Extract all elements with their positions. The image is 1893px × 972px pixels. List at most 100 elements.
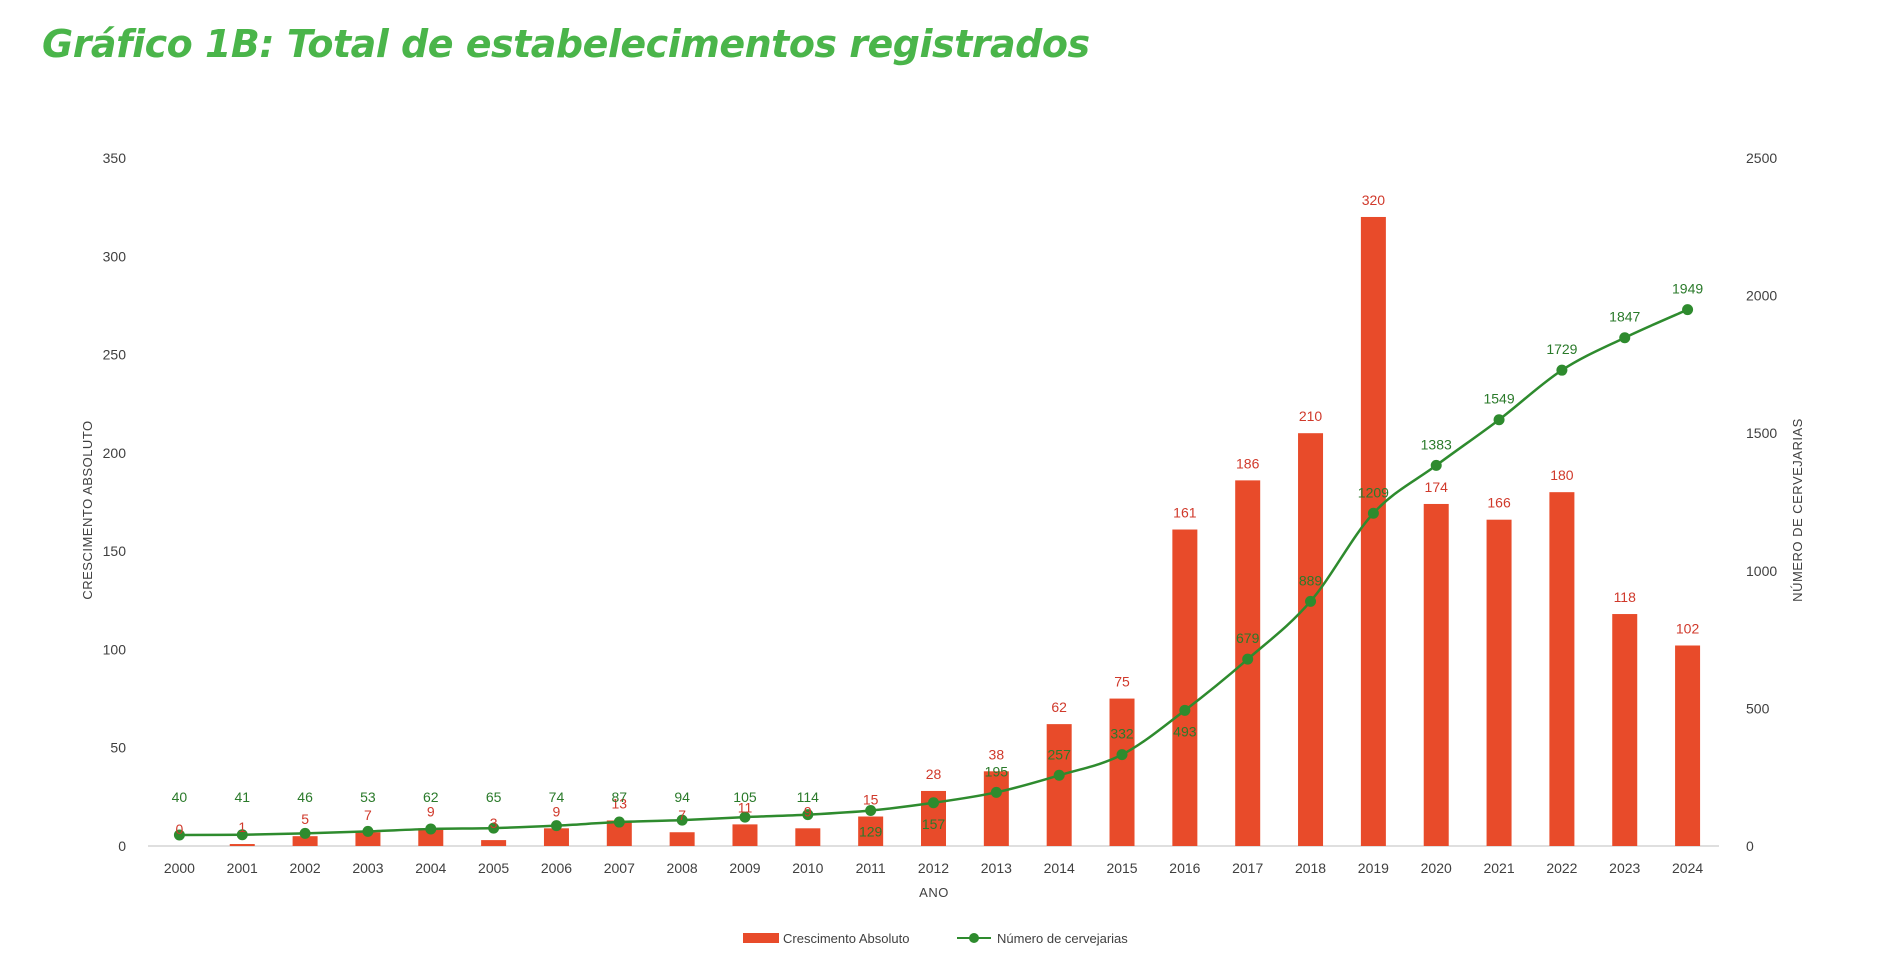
line-point	[1619, 332, 1631, 344]
bar	[669, 832, 695, 846]
legend-bar-swatch	[743, 933, 779, 943]
x-tick-label: 2012	[918, 860, 949, 876]
x-tick-label: 2004	[415, 860, 446, 876]
x-tick-label: 2023	[1609, 860, 1640, 876]
bar-data-label: 11	[738, 799, 753, 815]
line-data-label: 1383	[1421, 436, 1452, 452]
bar-data-label: 118	[1614, 589, 1637, 605]
series-line	[179, 308, 1689, 837]
line-data-label: 129	[859, 823, 883, 839]
line-point	[1367, 507, 1379, 519]
line-data-label: 257	[1048, 746, 1072, 762]
x-tick-label: 2005	[478, 860, 509, 876]
line-point	[990, 786, 1002, 798]
bar-data-label: 5	[301, 811, 309, 827]
x-tick-label: 2008	[667, 860, 698, 876]
line-data-label: 62	[423, 789, 439, 805]
bar	[543, 828, 569, 846]
x-tick-label: 2020	[1421, 860, 1452, 876]
line-data-label: 46	[297, 789, 313, 805]
line-point	[1682, 304, 1694, 316]
page-title: Gráfico 1B: Total de estabelecimentos re…	[42, 22, 1090, 66]
line-point	[550, 820, 562, 832]
line-data-label: 157	[922, 816, 946, 832]
x-tick-label: 2015	[1106, 860, 1137, 876]
line-point	[1053, 769, 1065, 781]
line-point	[739, 811, 751, 823]
bar	[1172, 529, 1198, 846]
x-tick-label: 2011	[856, 860, 886, 876]
bar	[292, 836, 318, 846]
line-point	[1242, 653, 1254, 665]
bar-data-label: 186	[1236, 455, 1260, 471]
bar-data-label: 210	[1299, 408, 1323, 424]
y-tick-label: 350	[103, 150, 127, 166]
y2-tick-label: 0	[1746, 838, 1754, 854]
bar	[481, 840, 507, 846]
line-point	[236, 829, 248, 841]
y2-tick-label: 2000	[1746, 288, 1777, 304]
x-tick-label: 2007	[604, 860, 635, 876]
bar	[1486, 519, 1512, 846]
bar-data-label: 9	[427, 803, 435, 819]
y2-tick-label: 2500	[1746, 150, 1777, 166]
line-data-label: 332	[1110, 726, 1134, 742]
bar	[355, 832, 381, 846]
bar-data-label: 9	[553, 803, 561, 819]
bar	[795, 828, 821, 846]
line-point	[928, 797, 939, 809]
line-point	[1430, 459, 1442, 471]
line-data-label: 1847	[1609, 309, 1640, 325]
bar-data-label: 161	[1173, 505, 1197, 521]
bar	[1298, 433, 1324, 846]
x-tick-label: 2013	[981, 860, 1012, 876]
x-tick-label: 2003	[352, 860, 383, 876]
line-point	[1556, 364, 1568, 376]
x-tick-label: 2014	[1044, 860, 1075, 876]
line-data-label: 1209	[1358, 484, 1389, 500]
bar-data-label: 13	[612, 795, 628, 811]
y-tick-label: 100	[103, 641, 127, 657]
line-data-label: 105	[733, 789, 757, 805]
bar	[1360, 216, 1386, 846]
x-tick-label: 2016	[1169, 860, 1200, 876]
line-data-label: 114	[797, 789, 820, 805]
x-tick-label: 2000	[164, 860, 195, 876]
bar	[1549, 492, 1575, 846]
legend-line-label: Número de cervejarias	[997, 931, 1128, 946]
y-axis-title: CRESCIMENTO ABSOLUTO	[80, 420, 95, 599]
line-data-label: 94	[674, 789, 690, 805]
bar-data-label: 102	[1676, 620, 1700, 636]
y2-tick-label: 1000	[1746, 563, 1777, 579]
bar-data-label: 0	[176, 821, 184, 837]
line-data-label: 493	[1173, 723, 1197, 739]
line-data-label: 889	[1299, 572, 1323, 588]
bar-data-label: 7	[678, 807, 686, 823]
y2-tick-label: 500	[1746, 700, 1770, 716]
bar-data-label: 166	[1487, 495, 1511, 511]
legend-bar-label: Crescimento Absoluto	[783, 931, 909, 946]
bar	[1675, 645, 1701, 846]
x-axis-title: ANO	[919, 885, 949, 900]
bar-data-label: 15	[863, 792, 879, 808]
y-tick-label: 200	[103, 445, 127, 461]
line-point	[676, 814, 688, 826]
x-tick-label: 2001	[227, 860, 258, 876]
line-data-label: 65	[486, 789, 502, 805]
line-data-label: 1729	[1546, 341, 1577, 357]
bar	[1612, 614, 1638, 846]
bar	[858, 816, 884, 846]
line-data-label: 1549	[1483, 391, 1514, 407]
line-point	[299, 827, 311, 839]
x-tick-label: 2019	[1358, 860, 1389, 876]
y-tick-label: 150	[103, 543, 127, 559]
x-tick-label: 2006	[541, 860, 572, 876]
line-data-label: 74	[549, 789, 565, 805]
x-tick-label: 2022	[1546, 860, 1577, 876]
x-tick-label: 2010	[792, 860, 823, 876]
line-data-label: 41	[234, 789, 250, 805]
line-data-label: 40	[172, 789, 188, 805]
bar-data-label: 75	[1114, 674, 1130, 690]
line-data-label: 195	[985, 763, 1009, 779]
